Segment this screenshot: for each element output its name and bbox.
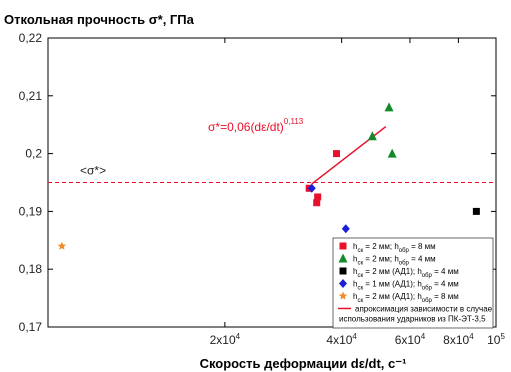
data-point-series-1	[333, 150, 341, 158]
legend-entry: hск = 2 мм (АД1); hобр = 8 мм	[353, 292, 459, 304]
y-tick-label: 0,17	[19, 320, 43, 334]
y-tick-label: 0,2	[25, 147, 42, 161]
x-tick-label: 2x104	[210, 332, 241, 347]
y-tick-label: 0,21	[19, 89, 43, 103]
data-point-series-4	[307, 183, 316, 193]
data-point-series-3	[472, 207, 480, 215]
legend-marker	[339, 279, 347, 288]
legend-marker	[338, 253, 348, 263]
y-tick-label: 0,22	[19, 31, 43, 45]
x-tick-label: 6x104	[395, 332, 426, 347]
data-point-series-5	[57, 241, 67, 250]
data-point-series-2	[384, 102, 394, 112]
data-point-series-1	[313, 199, 321, 207]
x-tick-label: 105	[487, 332, 505, 347]
plot-area: 0,17 0,18 0,19 0,2 0,21 0,22 2x104 4x104 6x104 8x…	[19, 31, 506, 347]
legend-fit-label-line2: использования ударников из ПК-ЭТ-3,5	[339, 315, 486, 324]
legend-entry: hск = 2 мм (АД1); hобр = 4 мм	[353, 267, 459, 279]
y-tick-label: 0,18	[19, 262, 43, 276]
x-tick-label: 4x104	[326, 332, 357, 347]
x-axis-label: Скорость деформации dε/dt, с⁻¹	[200, 356, 407, 371]
fit-equation: σ*=0,06(dε/dt)0,113	[208, 117, 304, 134]
legend-fit-label-line1: апроксимация зависимости в случае	[355, 305, 493, 314]
data-point-series-2	[367, 131, 377, 141]
x-tick-label: 8x104	[443, 332, 474, 347]
data-point-series-4	[341, 224, 350, 234]
legend-entry: hск = 2 мм; hобр = 8 мм	[353, 242, 436, 254]
mean-reference-label: <σ*>	[80, 164, 106, 178]
legend-box	[332, 237, 494, 329]
legend-marker	[339, 242, 347, 250]
y-tick-label: 0,19	[19, 204, 43, 218]
legend-entry: hск = 1 мм (АД1); hобр = 4 мм	[353, 280, 459, 292]
fit-line	[311, 125, 387, 185]
legend-marker	[339, 267, 347, 275]
data-point-series-2	[387, 148, 397, 158]
legend-entry: hск = 2 мм; hобр = 4 мм	[353, 255, 436, 267]
chart-title: Откольная прочность σ*, ГПа	[4, 12, 195, 27]
data-point-series-1	[314, 193, 322, 201]
legend-marker	[338, 291, 348, 300]
